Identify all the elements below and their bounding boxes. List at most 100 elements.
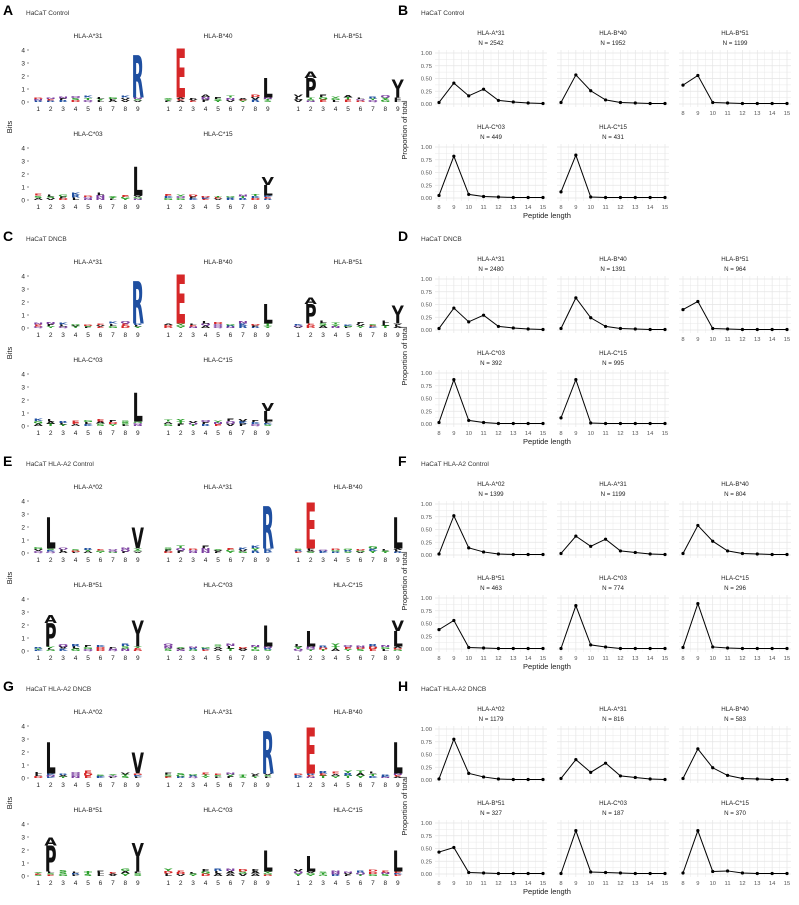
logo-letter-S: S xyxy=(239,871,248,875)
logo-letter-R: R xyxy=(356,871,366,874)
logo-letter-Y: Y xyxy=(293,646,304,649)
logo-letter-D: D xyxy=(71,100,81,103)
logo-ytick: 0 xyxy=(21,776,25,783)
line-ytick: 0.00 xyxy=(421,872,432,878)
logo-letter-T: T xyxy=(264,323,272,325)
line-xtick: 9 xyxy=(452,881,455,887)
data-point xyxy=(696,523,700,528)
facet-title: HLA-B*51 xyxy=(477,575,505,582)
logo-letter-Y: Y xyxy=(367,98,378,101)
logo-letter-K: K xyxy=(238,421,249,425)
logo-letter-E: E xyxy=(226,548,234,551)
logo-letter-N: N xyxy=(331,871,341,874)
logo-xtick: 6 xyxy=(229,106,233,113)
logo-letter-L: L xyxy=(164,873,172,877)
logo-letter-G: G xyxy=(318,97,328,101)
logo-letter-G: G xyxy=(226,196,236,198)
logo-letter-N: N xyxy=(355,645,365,648)
logo-letter-L: L xyxy=(382,649,390,652)
logo-xtick: 8 xyxy=(124,880,128,887)
logo-letter-N: N xyxy=(380,645,390,648)
logo-letter-Q: Q xyxy=(225,421,236,425)
line-xtick: 13 xyxy=(754,881,760,887)
line-ytick: 0.25 xyxy=(421,183,432,189)
logo-letter-T: T xyxy=(381,552,389,554)
logo-letter-N: N xyxy=(83,198,93,200)
line-ytick: 0.25 xyxy=(421,634,432,640)
logo-letter-R: R xyxy=(213,869,223,873)
logo-letter-L: L xyxy=(97,874,105,877)
line-ytick: 1.00 xyxy=(421,821,432,827)
logo-letter-V: V xyxy=(356,552,366,554)
facet-n-label: N = 392 xyxy=(480,360,502,367)
logo-letter-Y: Y xyxy=(175,323,186,325)
facet-H-2: HLA-B*40 N = 583 xyxy=(679,706,791,783)
logo-letter-D: D xyxy=(201,873,211,877)
data-point xyxy=(574,73,578,77)
logo-xtick: 1 xyxy=(296,880,300,887)
logo-letter-K: K xyxy=(368,776,379,779)
logo-ylabel-C: Bits xyxy=(5,347,14,360)
logo-letter-L: L xyxy=(122,424,130,427)
logo-letter-N: N xyxy=(380,777,390,779)
logo-xtick: 8 xyxy=(254,204,258,211)
logo-xtick: 7 xyxy=(111,332,115,339)
logo-letter-V: V xyxy=(238,550,248,553)
logo-letter-F: F xyxy=(226,776,234,779)
logo-xtick: 8 xyxy=(384,655,388,662)
logo-letter-T: T xyxy=(164,419,172,422)
data-point xyxy=(663,421,667,426)
logo-xtick: 2 xyxy=(179,332,183,339)
logo-letter-K: K xyxy=(83,95,94,98)
logo-xtick: 9 xyxy=(136,332,140,339)
logo-C-9: HLA-C*151 2 3 4 5 6 7 8 9GATFTYTQVRFQENYVQFFKVQK… xyxy=(163,357,274,437)
logo-letter-A: A xyxy=(251,873,261,877)
panel-title-F: HaCaT HLA-A2 Control xyxy=(421,461,489,468)
logo-letter-V: V xyxy=(356,324,366,327)
logo-letter-S: S xyxy=(356,649,365,652)
logo-xtick: 6 xyxy=(359,782,363,789)
logo-letter-L: L xyxy=(97,193,105,197)
logo-letter-E: E xyxy=(164,194,172,197)
facet-n-label: N = 187 xyxy=(602,810,624,817)
logo-letter-F: F xyxy=(109,647,117,649)
data-point xyxy=(511,777,515,782)
data-point xyxy=(559,551,563,556)
logo-letter-R: R xyxy=(251,550,260,554)
logo-letter-K: K xyxy=(294,775,304,777)
data-point xyxy=(452,378,456,382)
logo-allele-label: HLA-B*51 xyxy=(74,807,103,814)
logo-letter-Y: Y xyxy=(262,871,273,873)
logo-letter-P: P xyxy=(45,841,57,881)
logo-ylabel-E: Bits xyxy=(5,572,14,585)
logo-xtick: 2 xyxy=(179,204,183,211)
line-xtick: 13 xyxy=(632,205,638,211)
logo-ytick: 2 xyxy=(21,848,25,855)
logo-letter-S: S xyxy=(214,99,223,102)
logo-letter-D: D xyxy=(238,647,248,649)
series-line xyxy=(682,747,787,780)
logo-letter-S: S xyxy=(121,776,130,779)
line-ylabel-D: Proportion of total xyxy=(400,326,409,386)
logo-xtick: 9 xyxy=(266,204,270,211)
data-point xyxy=(740,551,745,556)
logo-letter-E: E xyxy=(189,325,197,327)
line-xtick: 12 xyxy=(617,205,623,211)
data-point xyxy=(574,534,578,538)
facet-B-0: HLA-A*31 N = 2542 0.00 0.25 0.50 0.75 1.00 xyxy=(421,30,547,108)
logo-letter-D: D xyxy=(213,322,223,325)
logo-letter-S: S xyxy=(381,874,390,877)
logo-letter-Q: Q xyxy=(83,649,93,652)
data-point xyxy=(648,327,652,332)
logo-xtick: 7 xyxy=(241,430,245,437)
line-xtick: 9 xyxy=(574,656,577,662)
line-ytick: 0.25 xyxy=(421,89,432,95)
logo-xtick: 6 xyxy=(229,332,233,339)
logo-letter-S: S xyxy=(84,326,93,328)
logo-letter-E: E xyxy=(175,262,186,340)
logo-letter-K: K xyxy=(263,423,273,425)
line-xtick: 10 xyxy=(709,337,715,343)
logo-letter-Q: Q xyxy=(133,423,143,425)
logo-letter-V: V xyxy=(392,304,405,318)
